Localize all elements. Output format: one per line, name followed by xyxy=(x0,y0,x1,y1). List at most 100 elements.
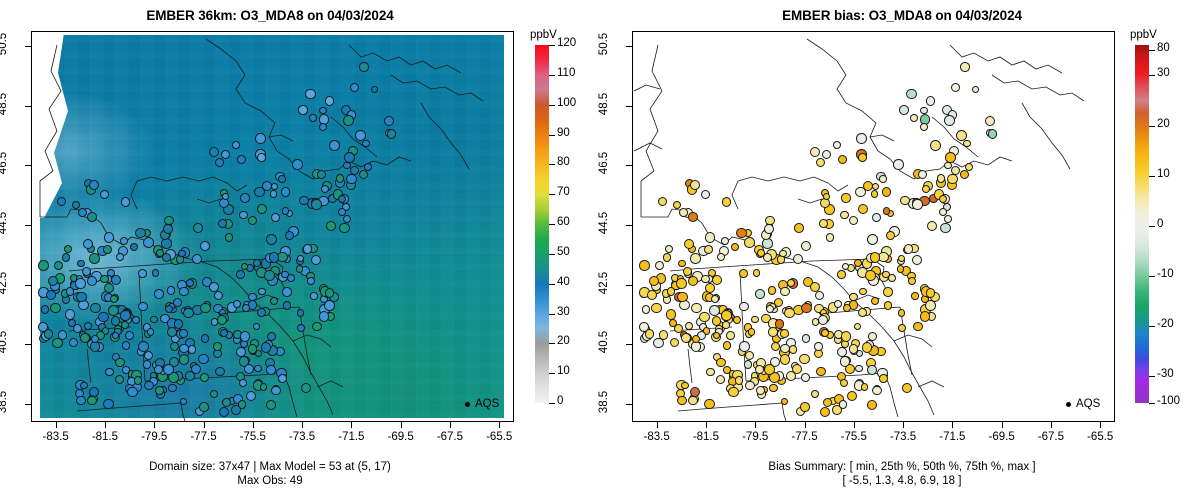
y-tick xyxy=(25,284,31,286)
y-tick-label: 42.5 xyxy=(0,271,9,294)
panel-title-model: EMBER 36km: O3_MDA8 on 04/03/2024 xyxy=(146,8,394,23)
x-tick-label: -77.5 xyxy=(791,431,818,443)
x-tick xyxy=(1050,422,1052,428)
colorbar-tick xyxy=(549,373,555,375)
x-tick xyxy=(804,422,806,428)
x-tick-label: -83.5 xyxy=(643,431,670,443)
y-tick-label: 46.5 xyxy=(598,152,610,175)
x-tick-label: -81.5 xyxy=(91,431,119,443)
colorbar-tick-label: 100 xyxy=(557,96,577,109)
colorbar-tick xyxy=(549,134,555,136)
x-tick xyxy=(853,422,855,428)
x-tick xyxy=(104,422,106,428)
y-tick xyxy=(626,45,632,47)
colorbar-tick-label: 90 xyxy=(557,126,570,139)
x-tick xyxy=(203,422,205,428)
colorbar-tick xyxy=(1149,275,1155,277)
x-tick-label: -79.5 xyxy=(141,431,168,443)
x-tick-label: -83.5 xyxy=(42,431,69,443)
y-tick-label: 50.5 xyxy=(598,32,610,56)
colorbar-tick-label: -20 xyxy=(1157,318,1174,331)
colorbar-gradient-model xyxy=(535,45,549,403)
colorbar-tick xyxy=(549,194,555,196)
x-tick-label: -77.5 xyxy=(190,431,217,443)
colorbar-unit-model: ppbV xyxy=(530,29,557,41)
x-tick-label: -79.5 xyxy=(742,431,769,443)
aqs-dot-icon xyxy=(1066,401,1071,407)
y-tick xyxy=(25,404,31,406)
colorbar-tick xyxy=(549,45,555,46)
colorbar-tick-label: 50 xyxy=(557,245,570,258)
x-tick-label: -69.5 xyxy=(988,431,1015,443)
y-tick-label: 40.5 xyxy=(598,331,610,354)
plot-frame-bias xyxy=(632,31,1115,422)
y-tick xyxy=(25,105,31,107)
colorbar-tick-label: 110 xyxy=(557,66,576,79)
panel-bias: EMBER bias: O3_MDA8 on 04/03/2024 xyxy=(598,0,1200,502)
caption-line1-bias: Bias Summary: [ min, 25th %, 50th %, 75t… xyxy=(768,461,1036,473)
colorbar-tick xyxy=(1149,175,1155,177)
colorbar-tick-label: 30 xyxy=(1157,67,1170,80)
aqs-legend-model: AQS xyxy=(465,398,499,410)
x-tick-label: -69.5 xyxy=(387,431,414,443)
colorbar-tick-label: 20 xyxy=(1157,117,1170,130)
aqs-legend-label: AQS xyxy=(1076,398,1101,410)
caption-line2-model: Max Obs: 49 xyxy=(237,475,303,487)
colorbar-tick-label: 0 xyxy=(1157,217,1164,230)
colorbar-tick xyxy=(1149,225,1155,227)
panel-title-bias: EMBER bias: O3_MDA8 on 04/03/2024 xyxy=(782,8,1022,23)
colorbar-tick xyxy=(1149,403,1155,404)
x-tick xyxy=(705,422,707,428)
x-tick xyxy=(903,422,905,428)
y-tick xyxy=(626,344,632,346)
colorbar-tick xyxy=(549,164,555,166)
y-tick-label: 40.5 xyxy=(0,331,9,354)
colorbar-tick-label: 120 xyxy=(557,37,577,49)
x-tick xyxy=(755,422,757,428)
x-tick xyxy=(351,422,353,428)
y-tick xyxy=(25,344,31,346)
colorbar-tick-label: 10 xyxy=(557,365,570,378)
x-tick-label: -73.5 xyxy=(889,431,917,443)
y-tick-label: 48.5 xyxy=(0,92,9,115)
y-tick xyxy=(626,404,632,406)
y-tick xyxy=(626,225,632,226)
caption-line1-model: Domain size: 37x47 | Max Model = 53 at (… xyxy=(149,461,391,473)
aqs-dot-icon xyxy=(465,401,470,407)
y-tick-label: 46.5 xyxy=(0,152,9,175)
y-tick xyxy=(626,165,632,167)
colorbar-tick xyxy=(549,253,555,255)
colorbar-tick xyxy=(1149,75,1155,77)
x-tick-label: -65.5 xyxy=(1087,431,1114,443)
colorbar-gradient-bias xyxy=(1135,45,1149,403)
colorbar-tick-label: -30 xyxy=(1157,368,1174,381)
x-tick-label: -75.5 xyxy=(239,431,266,443)
colorbar-tick-label: 80 xyxy=(557,156,570,169)
colorbar-tick xyxy=(1149,326,1155,328)
colorbar-tick-label: -100 xyxy=(1157,395,1181,407)
colorbar-tick-label: -10 xyxy=(1157,267,1174,280)
x-tick-label: -71.5 xyxy=(338,431,365,443)
x-tick-label: -73.5 xyxy=(288,431,316,443)
colorbar-tick-label: 10 xyxy=(1157,167,1170,180)
x-tick xyxy=(1001,422,1003,428)
aqs-legend-label: AQS xyxy=(475,398,500,410)
colorbar-tick-label: 80 xyxy=(1157,42,1170,55)
x-tick xyxy=(55,422,57,428)
colorbar-tick-label: 60 xyxy=(557,216,570,228)
x-tick xyxy=(449,422,451,428)
x-tick xyxy=(252,422,254,428)
x-tick xyxy=(302,422,304,428)
x-tick xyxy=(1100,422,1102,428)
colorbar-tick-label: 30 xyxy=(557,305,570,318)
y-tick-label: 44.5 xyxy=(0,211,9,235)
y-tick-label: 48.5 xyxy=(598,92,610,115)
y-tick-label: 44.5 xyxy=(598,211,610,235)
y-tick xyxy=(25,45,31,47)
x-tick xyxy=(952,422,954,428)
colorbar-tick xyxy=(549,343,555,345)
x-tick xyxy=(656,422,658,428)
y-tick-label: 38.5 xyxy=(0,390,9,414)
colorbar-unit-bias: ppbV xyxy=(1130,29,1157,41)
